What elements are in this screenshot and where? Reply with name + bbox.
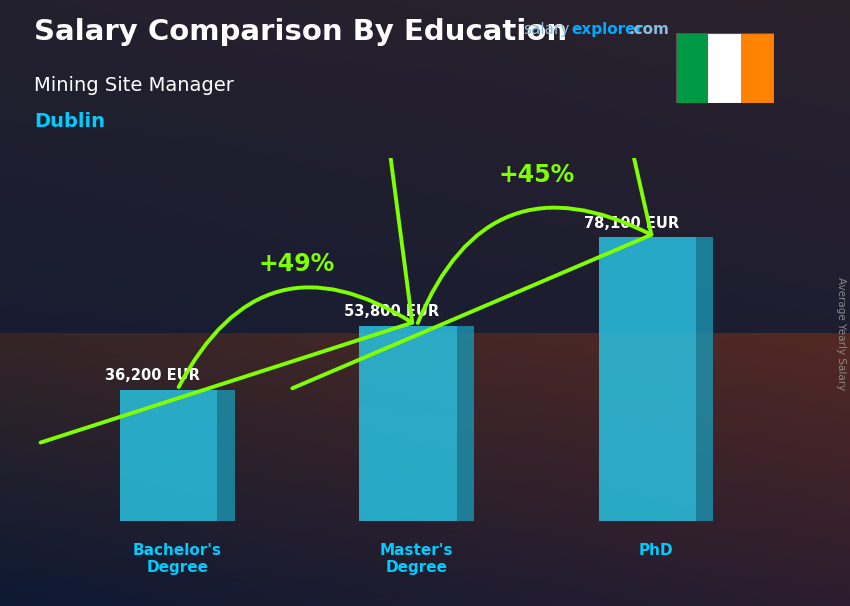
Bar	[708, 33, 741, 103]
Text: PhD: PhD	[639, 543, 673, 558]
Polygon shape	[696, 237, 713, 521]
Bar	[676, 33, 708, 103]
Bar	[598, 237, 696, 521]
Text: 36,200 EUR: 36,200 EUR	[105, 368, 200, 383]
Text: explorer: explorer	[571, 22, 643, 37]
Text: Salary Comparison By Education: Salary Comparison By Education	[34, 18, 567, 46]
Bar	[360, 325, 456, 521]
Text: +49%: +49%	[259, 251, 335, 276]
Bar	[0, 0, 850, 333]
Text: .com: .com	[629, 22, 670, 37]
Text: Dublin: Dublin	[34, 112, 105, 131]
Polygon shape	[218, 390, 235, 521]
Bar	[741, 33, 774, 103]
Text: Mining Site Manager: Mining Site Manager	[34, 76, 234, 95]
Bar	[120, 390, 218, 521]
Text: Average Yearly Salary: Average Yearly Salary	[836, 277, 846, 390]
Text: Master's
Degree: Master's Degree	[380, 543, 454, 575]
Polygon shape	[456, 325, 474, 521]
FancyArrowPatch shape	[41, 0, 412, 442]
FancyArrowPatch shape	[292, 0, 651, 388]
Text: salary: salary	[523, 22, 570, 37]
Text: 78,100 EUR: 78,100 EUR	[584, 216, 679, 231]
Text: +45%: +45%	[498, 164, 575, 187]
Text: Bachelor's
Degree: Bachelor's Degree	[133, 543, 222, 575]
Text: 53,800 EUR: 53,800 EUR	[344, 304, 439, 319]
